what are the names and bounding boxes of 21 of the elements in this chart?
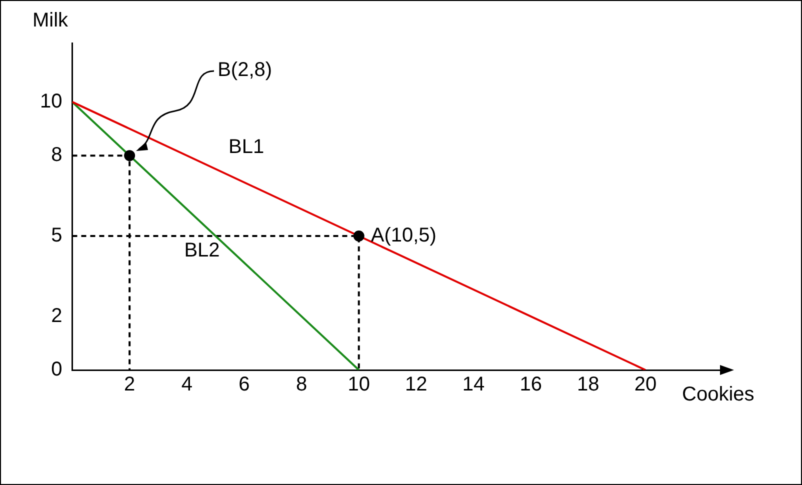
annotation: A(10,5)	[370, 224, 436, 246]
x-tick-label: 14	[462, 374, 485, 396]
x-tick-label: 4	[181, 374, 192, 396]
annotation: B(2,8)	[218, 59, 272, 82]
x-tick-label: 16	[520, 374, 542, 396]
x-tick-label: 6	[238, 374, 250, 396]
y-tick-label: 5	[51, 224, 62, 246]
y-axis-title: Milk	[32, 10, 70, 32]
x-tick-label: 8	[296, 374, 308, 396]
series-label: BL1	[228, 136, 264, 158]
x-tick-label: 10	[348, 374, 370, 396]
x-axis-title: Cookies	[682, 384, 754, 406]
x-tick-label: 18	[577, 374, 600, 396]
y-tick-label: 8	[51, 144, 62, 166]
y-tick-label: 2	[51, 304, 62, 327]
x-tick-label: 12	[405, 374, 428, 396]
x-tick-label: 2	[124, 374, 136, 396]
y-tick-label: 10	[40, 90, 62, 112]
series-label: BL2	[184, 239, 220, 262]
y-tick-label: 0	[51, 358, 62, 381]
x-tick-label: 20	[634, 374, 657, 396]
